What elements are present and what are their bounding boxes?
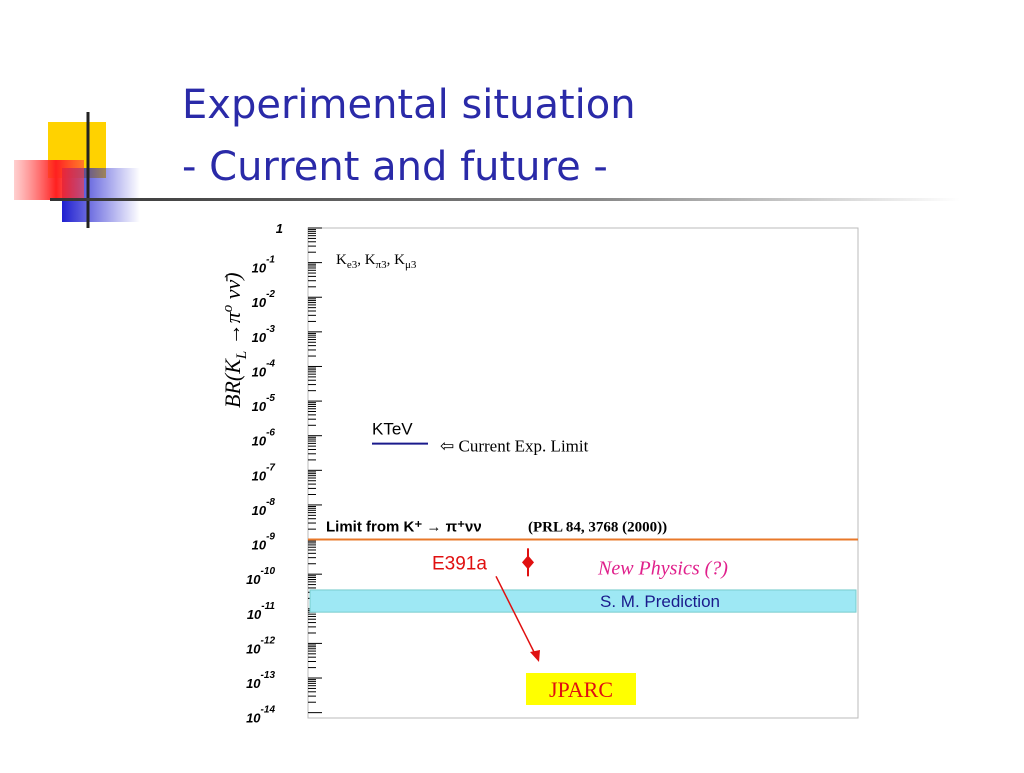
y-tick-base: 10 (252, 295, 267, 310)
y-tick-exponent: -5 (266, 393, 275, 404)
jparc-label: JPARC (549, 677, 613, 702)
y-tick-base: 10 (246, 572, 261, 587)
y-axis-label-part: νν̄) (220, 272, 245, 304)
y-tick-base: 10 (252, 261, 267, 276)
y-tick-exponent: -2 (266, 289, 275, 300)
y-tick-exponent: -1 (266, 255, 275, 266)
y-tick-label: 10-6 (252, 428, 276, 449)
y-tick-exponent: -14 (261, 705, 276, 716)
y-tick-label: 10-14 (246, 705, 275, 726)
decay-sep: , (357, 252, 365, 268)
y-tick-label: 10-13 (246, 670, 275, 691)
indirect-limit-label: Limit from K⁺ → π⁺νν (326, 519, 482, 536)
y-tick-base: 10 (252, 330, 267, 345)
title-rule (50, 198, 960, 201)
y-tick-label: 10-5 (252, 393, 276, 414)
new-physics-label: New Physics (?) (597, 557, 728, 579)
decay-modes: Ke3, Kπ3, Kμ3 (336, 252, 417, 271)
decay-k: K (365, 252, 376, 268)
y-tick-exponent: -10 (261, 566, 276, 577)
ktev-note: ⇦ Current Exp. Limit (440, 437, 589, 456)
y-tick-base: 10 (247, 607, 262, 622)
y-axis-label-part: o (220, 304, 236, 312)
y-tick-label: 10-1 (252, 255, 276, 276)
chart: 110-110-210-310-410-510-610-710-810-910-… (220, 221, 858, 726)
y-tick-exponent: -3 (266, 324, 275, 335)
y-axis-label: BR(KL →πo νν̄) (220, 272, 250, 408)
y-tick-base: 10 (246, 676, 261, 691)
e391a-label: E391a (432, 553, 487, 574)
y-tick-label: 10-8 (252, 497, 276, 518)
y-tick-base: 10 (246, 711, 261, 726)
y-tick-label: 10-12 (246, 635, 275, 656)
y-tick-base: 10 (252, 434, 267, 449)
sm-band (309, 589, 857, 613)
y-tick-exponent: -4 (266, 358, 275, 369)
y-tick-exponent: -7 (266, 462, 275, 473)
y-tick-label: 10-2 (252, 289, 276, 310)
y-tick-exponent: -12 (261, 635, 276, 646)
y-axis-label-part: BR(K (220, 358, 245, 408)
decay-k: K (394, 252, 405, 268)
y-tick-label: 1 (276, 221, 283, 236)
decay-k: K (336, 252, 347, 268)
decay-sub: π3 (376, 259, 388, 271)
y-tick-exponent: -9 (266, 532, 275, 543)
plot-frame (307, 227, 859, 719)
sm-label: S. M. Prediction (600, 592, 720, 611)
y-tick-label: 10-11 (247, 601, 276, 622)
deco-red (14, 160, 84, 200)
y-tick-base: 10 (252, 468, 267, 483)
y-tick-label: 10-10 (246, 566, 275, 587)
indirect-limit-ref: (PRL 84, 3768 (2000)) (528, 520, 667, 536)
y-tick-exponent: -13 (261, 670, 276, 681)
decay-sep: , (387, 252, 395, 268)
y-tick-label: 10-4 (252, 358, 276, 379)
y-tick-label: 10-9 (252, 532, 276, 553)
e391a-marker (522, 555, 534, 570)
decay-sub: μ3 (405, 259, 417, 271)
arrow-head (530, 650, 540, 662)
y-axis-label-part: L (234, 351, 250, 360)
y-tick-base: 10 (252, 399, 267, 414)
y-tick-exponent: -6 (266, 428, 275, 439)
decay-sub: e3 (347, 259, 358, 271)
y-tick-label: 10-7 (252, 462, 276, 483)
arrow-line (495, 575, 537, 657)
jparc-box (526, 673, 636, 705)
y-tick-label: 10-3 (252, 324, 276, 345)
y-tick-base: 10 (252, 364, 267, 379)
ktev-label: KTeV (372, 420, 413, 439)
y-tick-base: 10 (246, 641, 261, 656)
title: Experimental situation (182, 82, 636, 128)
subtitle: - Current and future - (182, 144, 608, 190)
y-tick-exponent: -11 (261, 601, 275, 612)
y-tick-base: 10 (252, 503, 267, 518)
y-axis-label-part: →π (220, 311, 245, 351)
y-tick-exponent: -8 (266, 497, 275, 508)
y-tick-base: 10 (252, 538, 267, 553)
